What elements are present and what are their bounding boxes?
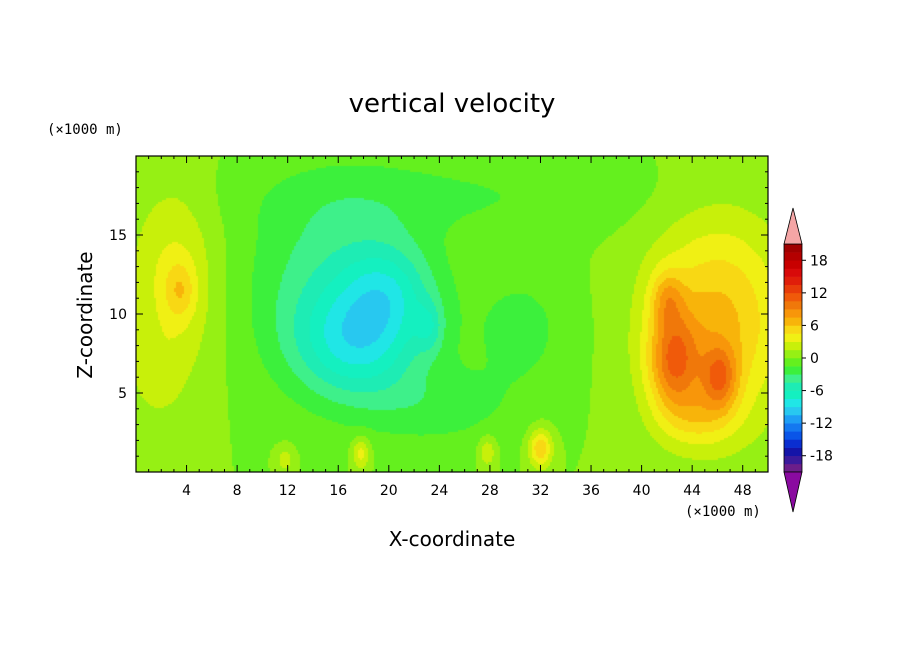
colorbar-segment [784, 423, 802, 432]
colorbar-segment [784, 349, 802, 359]
x-tick-label: 8 [233, 483, 242, 499]
colorbar-segment [784, 398, 802, 408]
colorbar-label: 18 [810, 253, 828, 269]
colorbar-segment [784, 268, 802, 277]
x-tick-label: 4 [182, 483, 191, 499]
colorbar-segment [784, 260, 802, 269]
colorbar-label: 12 [810, 286, 828, 302]
x-unit-label: (×1000 m) [685, 504, 761, 520]
x-tick-label: 32 [532, 483, 550, 499]
colorbar-segment [784, 382, 802, 391]
x-tick-label: 24 [430, 483, 448, 499]
colorbar-segment [784, 325, 802, 334]
y-axis-label: Z-coordinate [73, 251, 97, 378]
colorbar-segment [784, 358, 802, 367]
colorbar-over-triangle [783, 207, 803, 245]
colorbar-label: 6 [810, 318, 819, 334]
colorbar-segment [784, 292, 802, 302]
x-tick-label: 28 [481, 483, 499, 499]
colorbar-segment [784, 390, 802, 400]
colorbar-segment [784, 301, 802, 310]
colorbar-label: 0 [810, 351, 819, 367]
y-tick-label: 15 [109, 228, 127, 244]
colorbar-segment [784, 455, 802, 465]
colorbar-segment [784, 309, 802, 318]
colorbar-segment [784, 463, 802, 473]
colorbar-segment [784, 244, 802, 253]
colorbar-segment [784, 415, 802, 424]
x-tick-label: 36 [582, 483, 600, 499]
colorbar-segment [784, 333, 802, 343]
colorbar-segment [784, 341, 802, 351]
colorbar-segment [784, 284, 802, 294]
colorbar-segment [784, 366, 802, 375]
colorbar-segment [784, 276, 802, 286]
y-unit-label: (×1000 m) [47, 122, 123, 138]
x-tick-label: 40 [633, 483, 651, 499]
x-axis-label: X-coordinate [389, 527, 516, 551]
x-tick-label: 44 [683, 483, 701, 499]
colorbar-segment [784, 317, 802, 326]
colorbar-label: -6 [810, 384, 824, 400]
colorbar-segment [784, 252, 802, 261]
y-tick-label: 10 [109, 307, 127, 323]
colorbar-label: -18 [810, 449, 833, 465]
x-tick-label: 16 [329, 483, 347, 499]
x-tick-label: 20 [380, 483, 398, 499]
colorbar-segment [784, 431, 802, 440]
contour-field [136, 156, 768, 472]
x-tick-label: 48 [734, 483, 752, 499]
chart-title: vertical velocity [349, 89, 556, 119]
colorbar-segment [784, 374, 802, 383]
colorbar-under-triangle [783, 471, 803, 513]
colorbar-segment [784, 439, 802, 448]
colorbar-segment [784, 406, 802, 416]
colorbar-segment [784, 447, 802, 457]
y-tick-label: 5 [118, 386, 127, 402]
x-tick-label: 12 [279, 483, 297, 499]
colorbar-label: -12 [810, 416, 833, 432]
